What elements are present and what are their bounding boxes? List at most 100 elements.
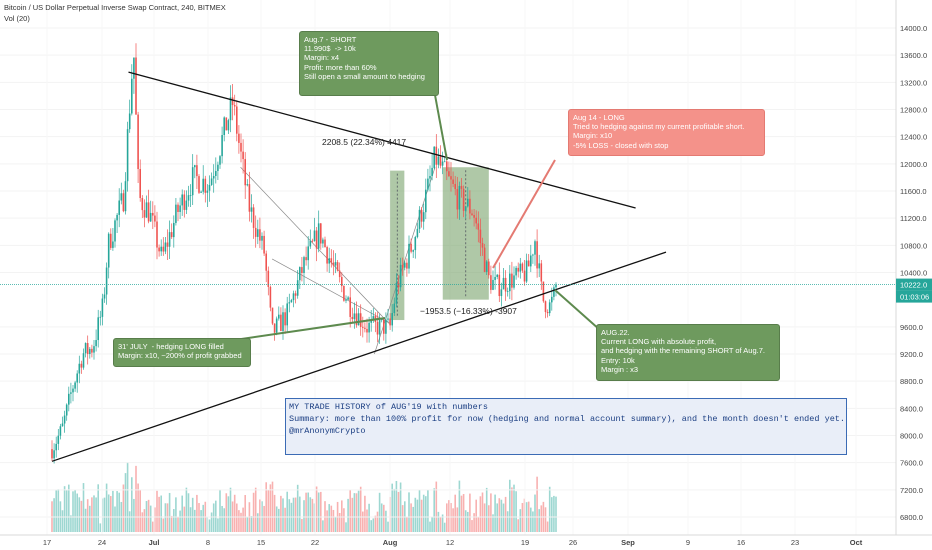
candle-body [460, 185, 463, 189]
candle-body [341, 277, 343, 287]
volume-bar [70, 515, 72, 532]
candle-body [137, 114, 139, 170]
volume-bar [328, 504, 330, 532]
candle-body [221, 135, 223, 157]
note-line: Margin: x4 [304, 53, 340, 63]
candle-body [231, 97, 234, 106]
volume-bar [82, 483, 85, 532]
volume-bar [212, 503, 215, 532]
note-aug7-short[interactable]: Aug.7 - SHORT 11.990$ -> 10k Margin: x4 … [299, 31, 439, 96]
candle-body [267, 270, 270, 287]
candle-body [469, 198, 471, 214]
volume-bar [320, 491, 322, 532]
volume-bar [198, 503, 200, 532]
candle-body [51, 449, 53, 459]
candle-body [164, 242, 167, 252]
candle-body [74, 382, 76, 389]
candle-body [477, 223, 480, 230]
candle-body [128, 113, 131, 130]
volume-bar [469, 493, 471, 532]
volume-bar [294, 497, 297, 532]
volume-bar [357, 490, 360, 532]
volume-bar [181, 495, 183, 532]
price-tick-label: 7200.0 [900, 486, 923, 495]
candle-body [202, 178, 204, 192]
candle-body [401, 264, 404, 268]
volume-bar [292, 497, 295, 532]
volume-bar [437, 511, 440, 532]
candle-body [427, 178, 429, 190]
candle-body [364, 327, 366, 329]
volume-bar [61, 510, 64, 532]
note-line: Margin: x10 [573, 131, 613, 141]
volume-bar [80, 500, 83, 532]
candle-body [494, 276, 496, 280]
candle-body [89, 348, 91, 355]
volume-bar [189, 507, 192, 532]
candle-body [343, 286, 345, 301]
volume-bar [275, 506, 278, 532]
candle-body [212, 175, 215, 179]
candle-body [299, 267, 301, 281]
candle-body [410, 243, 412, 252]
volume-bar [55, 490, 57, 532]
candle-body [391, 313, 393, 326]
volume-bar [194, 509, 196, 532]
note-aug22[interactable]: AUG.22. Current LONG with absolute profi… [596, 324, 780, 381]
candle-body [227, 120, 230, 131]
volume-bar [84, 508, 87, 532]
volume-bar [240, 512, 242, 532]
volume-bar [418, 489, 421, 532]
volume-bar [509, 479, 511, 532]
volume-bar [414, 497, 417, 532]
candle-body [259, 229, 261, 241]
volume-bar [187, 493, 190, 532]
candle-body [65, 404, 68, 416]
candle-body [345, 299, 347, 301]
candle-body [307, 246, 309, 261]
volume-bar [464, 510, 467, 532]
volume-bar [485, 487, 488, 532]
candle-body [458, 185, 461, 210]
candle-body [355, 313, 358, 326]
time-tick-label: 24 [98, 538, 106, 547]
candle-body [86, 343, 89, 355]
candle-body [334, 262, 337, 266]
volume-bar [164, 503, 167, 532]
candle-body [154, 215, 156, 222]
candle-body [511, 273, 513, 288]
price-tick-label: 8800.0 [900, 377, 923, 386]
volume-bar [548, 486, 551, 532]
volume-bar [374, 515, 377, 532]
volume-bar [473, 513, 475, 532]
candle-body [263, 235, 265, 254]
note-july31[interactable]: 31' JULY - hedging LONG filled Margin: x… [113, 338, 251, 367]
candle-body [481, 243, 484, 248]
candle-body [338, 270, 341, 278]
volume-bar [202, 504, 204, 532]
candle-body [509, 273, 511, 292]
volume-bar [103, 497, 106, 532]
volume-bar [112, 490, 114, 532]
candle-body [370, 319, 372, 323]
candle-body [553, 287, 555, 297]
volume-bar [307, 492, 309, 532]
summary-box[interactable]: MY TRADE HISTORY of AUG'19 with numbers … [285, 398, 847, 455]
candle-body [236, 106, 238, 134]
volume-bar [488, 505, 490, 532]
candle-body [78, 363, 81, 374]
time-tick-label: 26 [569, 538, 577, 547]
note-aug14-long[interactable]: Aug 14 - LONG Tried to hedging against m… [568, 109, 765, 156]
time-tick-label: Jul [149, 538, 160, 547]
candle-body [328, 258, 330, 264]
volume-bar [483, 503, 486, 532]
volume-bar [160, 495, 162, 532]
volume-bar [498, 498, 501, 532]
candle-body [479, 229, 482, 244]
candle-body [429, 175, 431, 179]
volume-bar [349, 489, 351, 532]
candle-body [284, 312, 286, 326]
volume-bar [462, 494, 465, 532]
volume-bar [273, 494, 276, 532]
